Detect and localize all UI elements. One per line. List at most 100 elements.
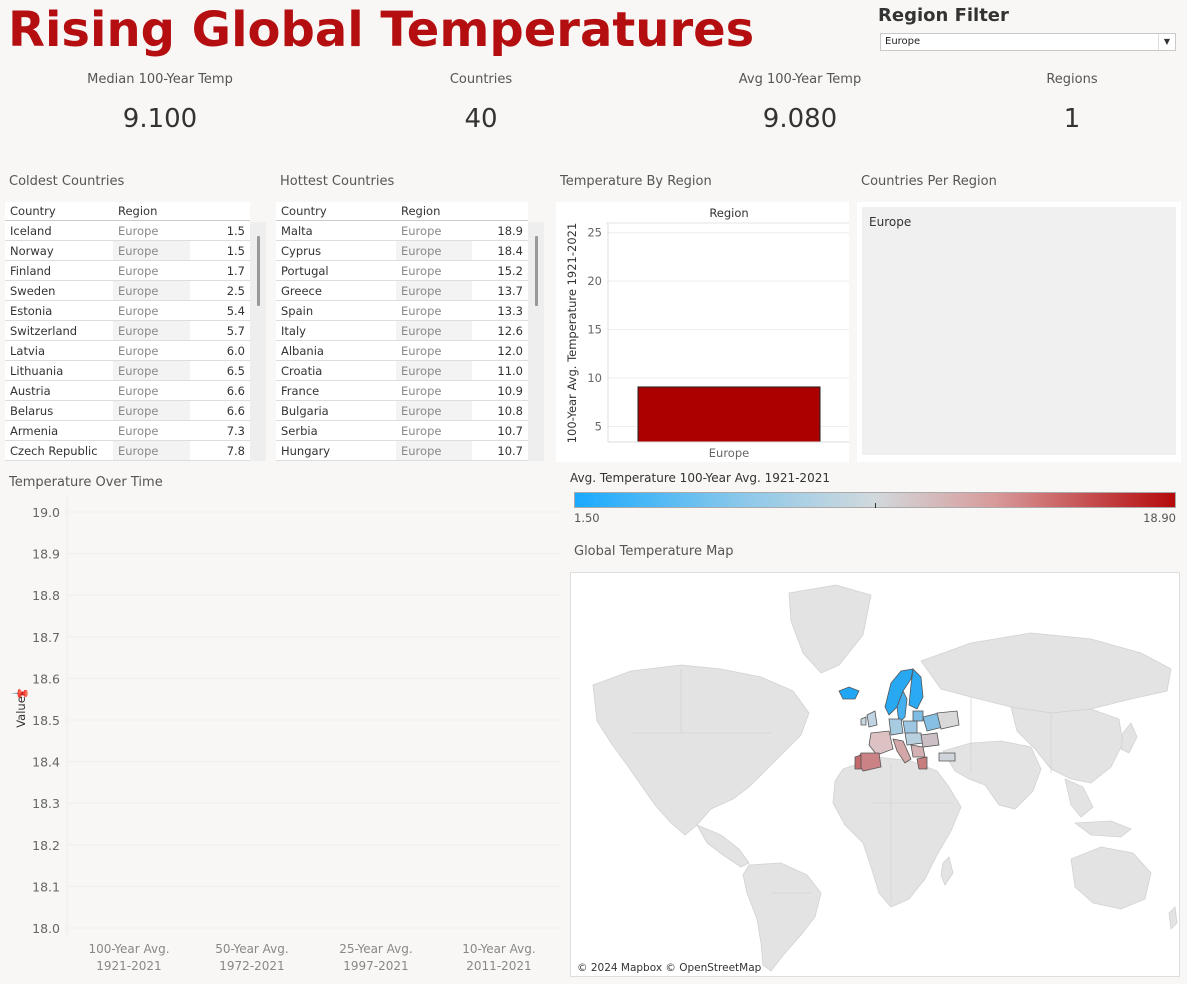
table-row[interactable]: Armenia Europe 7.3 <box>5 420 250 441</box>
central-america <box>696 824 750 868</box>
indonesia <box>1073 820 1132 838</box>
global-temperature-map[interactable]: © 2024 Mapbox © OpenStreetMap <box>570 572 1180 977</box>
table-row[interactable]: Bulgaria Europe 10.8 <box>276 400 528 421</box>
region-cell: Europe <box>113 380 190 401</box>
region-x-tick-label: Europe <box>709 446 749 460</box>
table-row[interactable]: Estonia Europe 5.4 <box>5 300 250 321</box>
table-row[interactable]: Malta Europe 18.9 <box>276 220 528 241</box>
region-cell: Europe <box>396 220 472 241</box>
balkans-shape[interactable] <box>910 744 926 758</box>
ireland-shape[interactable] <box>860 716 867 726</box>
table-row[interactable]: France Europe 10.9 <box>276 380 528 401</box>
col-header-value[interactable] <box>472 202 528 221</box>
south-america <box>742 862 822 972</box>
value-cell: 10.9 <box>472 380 528 401</box>
country-cell: Belarus <box>5 400 113 421</box>
table-row[interactable]: Portugal Europe 15.2 <box>276 260 528 281</box>
country-cell: Portugal <box>276 260 396 281</box>
col-header-region[interactable]: Region <box>113 202 190 221</box>
table-row[interactable]: Serbia Europe 10.7 <box>276 420 528 441</box>
norway-shape[interactable] <box>884 668 914 716</box>
value-cell: 7.8 <box>190 440 250 461</box>
table-row[interactable]: Switzerland Europe 5.7 <box>5 320 250 341</box>
time-y-ticks: 19.0 18.9 18.8 18.7 18.6 18.5 18.4 18.3 18.2 18.1… <box>32 505 60 936</box>
ukraine-shape[interactable] <box>936 710 960 730</box>
table-row[interactable]: Albania Europe 12.0 <box>276 340 528 361</box>
poland-shape[interactable] <box>902 720 918 734</box>
value-cell: 18.4 <box>472 240 528 261</box>
value-cell: 11.0 <box>472 360 528 381</box>
coldest-table-container[interactable]: Country Region Iceland Europe 1.5 Norway Eur… <box>5 202 250 461</box>
region-cell: Europe <box>396 400 472 421</box>
region-cell: Europe <box>396 240 472 261</box>
southeast-asia <box>1064 778 1094 818</box>
hottest-scrollbar[interactable] <box>528 222 544 461</box>
country-cell: Italy <box>276 320 396 341</box>
country-cell: Latvia <box>5 340 113 361</box>
country-cell: Bulgaria <box>276 400 396 421</box>
country-borders <box>631 669 1052 903</box>
france-shape[interactable] <box>868 730 894 756</box>
germany-shape[interactable] <box>888 718 904 736</box>
hottest-scroll-thumb[interactable] <box>535 236 538 306</box>
table-row[interactable]: Finland Europe 1.7 <box>5 260 250 281</box>
region-cell: Europe <box>113 300 190 321</box>
table-row[interactable]: Norway Europe 1.5 <box>5 240 250 261</box>
table-row[interactable]: Latvia Europe 6.0 <box>5 340 250 361</box>
region-cell: Europe <box>113 260 190 281</box>
y-tick-label: 18.1 <box>32 879 60 894</box>
uk-shape[interactable] <box>866 710 878 728</box>
table-row[interactable]: Croatia Europe 11.0 <box>276 360 528 381</box>
romania-shape[interactable] <box>920 732 940 748</box>
value-cell: 13.3 <box>472 300 528 321</box>
iceland-shape[interactable] <box>838 686 860 700</box>
chevron-down-icon[interactable]: ▼ <box>1158 34 1175 50</box>
col-header-country[interactable]: Country <box>5 202 113 221</box>
value-cell: 5.4 <box>190 300 250 321</box>
x-tick-label: 100-Year Avg. <box>88 942 169 956</box>
region-cell: Europe <box>113 280 190 301</box>
country-cell: Serbia <box>276 420 396 441</box>
bar-europe[interactable] <box>637 386 821 443</box>
coldest-scrollbar[interactable] <box>250 222 266 461</box>
coldest-scroll-thumb[interactable] <box>257 236 260 306</box>
table-row[interactable]: Spain Europe 13.3 <box>276 300 528 321</box>
region-cell: Europe <box>113 400 190 421</box>
hottest-title: Hottest Countries <box>280 174 395 189</box>
region-y-axis-label: 100-Year Avg. Temperature 1921-2021 <box>565 223 579 444</box>
treemap-cell-europe[interactable]: Europe <box>862 207 1176 455</box>
table-row[interactable]: Hungary Europe 10.7 <box>276 440 528 461</box>
country-cell: Croatia <box>276 360 396 381</box>
russia <box>920 632 1172 714</box>
col-header-region[interactable]: Region <box>396 202 472 221</box>
madagascar <box>940 856 954 886</box>
caucasus-shape[interactable] <box>938 752 956 762</box>
east-asia <box>1010 706 1124 784</box>
region-cell: Europe <box>396 420 472 441</box>
table-row[interactable]: Greece Europe 13.7 <box>276 280 528 301</box>
table-row[interactable]: Lithuania Europe 6.5 <box>5 360 250 381</box>
table-row[interactable]: Iceland Europe 1.5 <box>5 220 250 241</box>
region-cell: Europe <box>396 320 472 341</box>
legend-center-tick <box>875 503 876 508</box>
table-row[interactable]: Austria Europe 6.6 <box>5 380 250 401</box>
table-row[interactable]: Cyprus Europe 18.4 <box>276 240 528 261</box>
table-row[interactable]: Czech Republic Europe 7.8 <box>5 440 250 461</box>
y-tick-label: 10 <box>587 371 602 385</box>
table-row[interactable]: Sweden Europe 2.5 <box>5 280 250 301</box>
portugal-shape[interactable] <box>854 754 862 770</box>
austria-hungary-shape[interactable] <box>904 732 924 746</box>
region-cell: Europe <box>113 420 190 441</box>
italy-shape[interactable] <box>892 738 912 764</box>
table-row[interactable]: Italy Europe 12.6 <box>276 320 528 341</box>
col-header-country[interactable]: Country <box>276 202 396 221</box>
region-filter-value: Europe <box>885 36 921 47</box>
finland-shape[interactable] <box>908 668 924 710</box>
hottest-table-container[interactable]: Country Region Malta Europe 18.9 Cyprus Euro… <box>276 202 528 461</box>
baltics-shape[interactable] <box>912 710 924 722</box>
region-filter-dropdown[interactable]: Europe ▼ <box>880 33 1176 51</box>
table-row[interactable]: Belarus Europe 6.6 <box>5 400 250 421</box>
y-tick-label: 18.8 <box>32 588 60 603</box>
col-header-value[interactable] <box>190 202 250 221</box>
greece-shape[interactable] <box>916 756 928 770</box>
